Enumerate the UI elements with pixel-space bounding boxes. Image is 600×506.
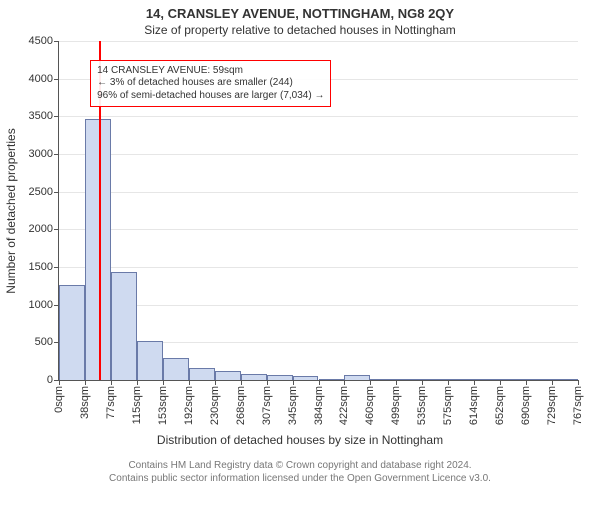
ytick-mark [54,229,59,230]
ytick-label: 2000 [29,223,53,235]
xtick-label: 767sqm [572,386,584,425]
xtick-label: 422sqm [338,386,350,425]
histogram-bar [344,375,370,380]
xtick-mark [137,380,138,385]
xtick-mark [552,380,553,385]
footer-attribution: Contains HM Land Registry data © Crown c… [0,459,600,485]
xtick-label: 307sqm [261,386,273,425]
histogram-bar [189,368,215,380]
xtick-label: 230sqm [209,386,221,425]
annotation-line: ← 3% of detached houses are smaller (244… [97,77,324,90]
xtick-mark [474,380,475,385]
histogram-bar [500,379,526,380]
xtick-label: 614sqm [468,386,480,425]
ytick-mark [54,116,59,117]
xtick-label: 192sqm [183,386,195,425]
gridline [59,267,578,268]
xtick-mark [319,380,320,385]
xtick-mark [344,380,345,385]
xtick-mark [241,380,242,385]
xtick-mark [215,380,216,385]
ytick-label: 0 [47,374,53,386]
xtick-label: 499sqm [390,386,402,425]
xtick-mark [293,380,294,385]
histogram-bar [137,341,163,380]
histogram-bar [267,375,293,380]
xtick-mark [267,380,268,385]
ytick-mark [54,267,59,268]
xtick-label: 690sqm [520,386,532,425]
histogram-bar [370,379,396,380]
x-axis-label: Distribution of detached houses by size … [0,433,600,447]
histogram-bar [552,379,578,380]
xtick-mark [111,380,112,385]
xtick-label: 38sqm [79,386,91,419]
annotation-box: 14 CRANSLEY AVENUE: 59sqm← 3% of detache… [90,60,331,108]
xtick-label: 345sqm [287,386,299,425]
ytick-mark [54,192,59,193]
xtick-label: 575sqm [442,386,454,425]
histogram-bar [293,376,319,380]
gridline [59,192,578,193]
histogram-bar [422,379,448,380]
xtick-mark [422,380,423,385]
ytick-label: 4000 [29,73,53,85]
gridline [59,41,578,42]
gridline [59,229,578,230]
xtick-mark [59,380,60,385]
xtick-mark [500,380,501,385]
gridline [59,305,578,306]
plot-area: Number of detached properties 0500100015… [58,41,578,381]
xtick-mark [578,380,579,385]
ytick-label: 3500 [29,110,53,122]
xtick-label: 153sqm [157,386,169,425]
histogram-bar [111,272,137,380]
ytick-label: 500 [35,336,53,348]
histogram-bar [241,374,267,380]
footer-line2: Contains public sector information licen… [0,472,600,485]
histogram-bar [319,379,345,381]
y-axis-label: Number of detached properties [4,128,18,293]
xtick-label: 652sqm [494,386,506,425]
footer-line1: Contains HM Land Registry data © Crown c… [0,459,600,472]
ytick-mark [54,41,59,42]
ytick-label: 2500 [29,186,53,198]
histogram-bar [396,379,422,380]
ytick-label: 1500 [29,261,53,273]
ytick-mark [54,154,59,155]
xtick-mark [85,380,86,385]
histogram-bar [59,285,85,380]
xtick-label: 115sqm [131,386,143,424]
xtick-label: 460sqm [364,386,376,425]
xtick-label: 729sqm [546,386,558,425]
xtick-label: 0sqm [53,386,65,413]
xtick-mark [189,380,190,385]
ytick-label: 4500 [29,35,53,47]
xtick-mark [526,380,527,385]
histogram-chart: Number of detached properties 0500100015… [58,41,578,381]
histogram-bar [85,119,111,380]
xtick-mark [163,380,164,385]
xtick-mark [396,380,397,385]
xtick-mark [448,380,449,385]
xtick-mark [370,380,371,385]
page-title-line2: Size of property relative to detached ho… [0,23,600,37]
xtick-label: 535sqm [416,386,428,425]
histogram-bar [526,379,552,380]
histogram-bar [215,371,241,380]
histogram-bar [163,358,189,380]
histogram-bar [448,379,474,380]
histogram-bar [474,379,500,380]
xtick-label: 77sqm [105,386,117,419]
gridline [59,154,578,155]
ytick-label: 1000 [29,299,53,311]
ytick-mark [54,79,59,80]
annotation-line: 96% of semi-detached houses are larger (… [97,90,324,103]
xtick-label: 268sqm [235,386,247,425]
gridline [59,116,578,117]
page-title-line1: 14, CRANSLEY AVENUE, NOTTINGHAM, NG8 2QY [0,6,600,21]
xtick-label: 384sqm [313,386,325,425]
ytick-label: 3000 [29,148,53,160]
annotation-line: 14 CRANSLEY AVENUE: 59sqm [97,65,324,78]
